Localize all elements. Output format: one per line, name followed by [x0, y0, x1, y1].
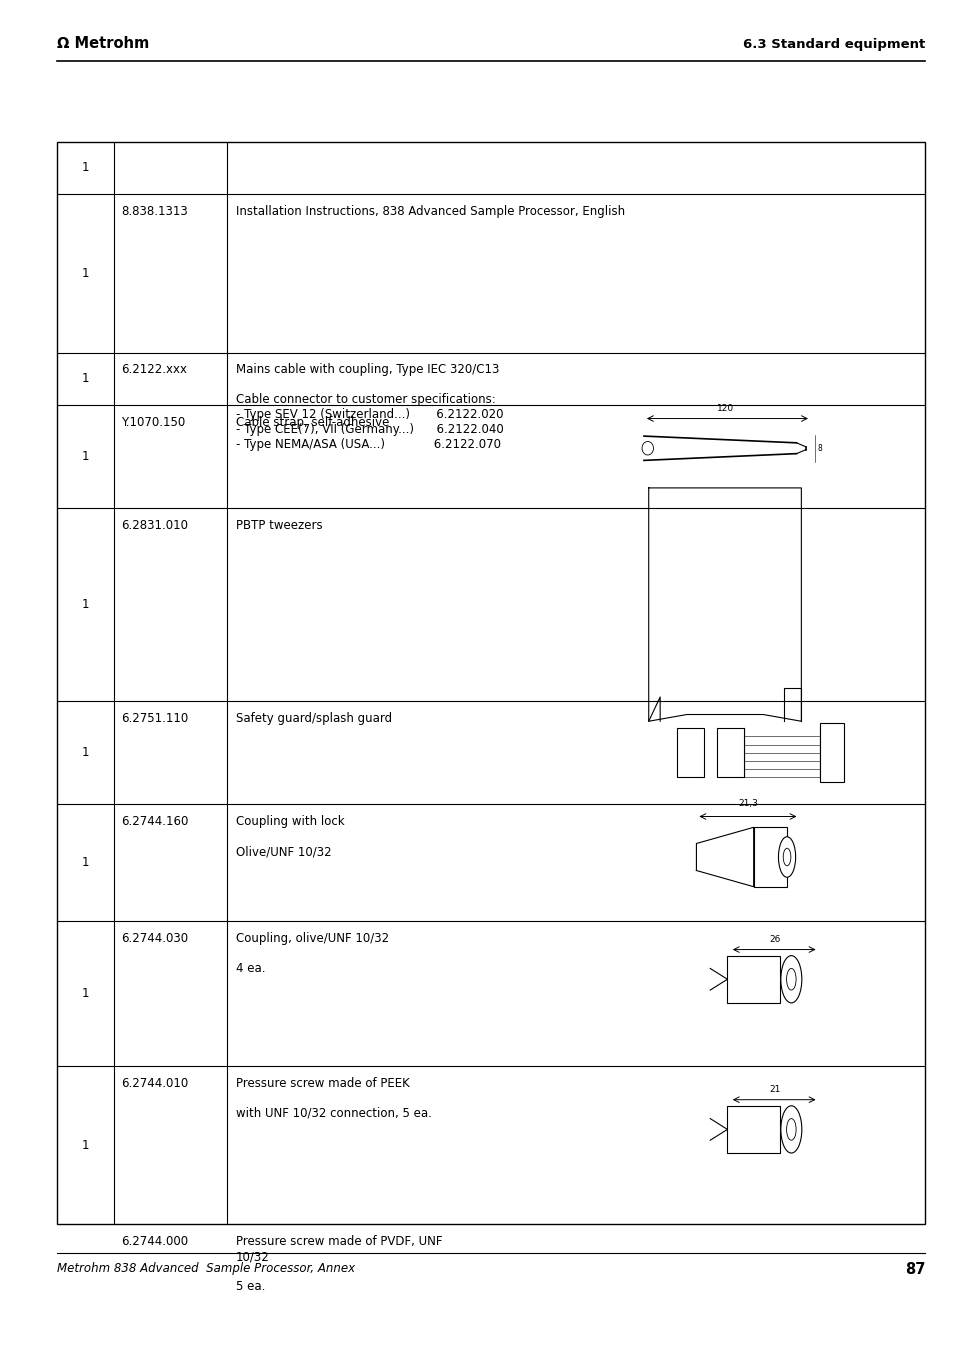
- Text: 8: 8: [817, 444, 821, 452]
- Text: 26: 26: [768, 936, 780, 944]
- Text: 6.2744.000: 6.2744.000: [121, 1235, 189, 1249]
- Ellipse shape: [782, 848, 790, 865]
- Ellipse shape: [778, 837, 795, 878]
- Text: 1: 1: [82, 598, 90, 612]
- Polygon shape: [696, 828, 753, 887]
- Text: 1: 1: [82, 987, 90, 1000]
- Text: 6.2744.160: 6.2744.160: [121, 815, 189, 828]
- Text: Cable strap, self-adhesive: Cable strap, self-adhesive: [235, 416, 389, 429]
- Ellipse shape: [780, 1106, 801, 1153]
- Text: 8.838.1313: 8.838.1313: [121, 205, 188, 217]
- Text: 120: 120: [716, 404, 733, 413]
- Text: 6.3 Standard equipment: 6.3 Standard equipment: [742, 38, 924, 51]
- Bar: [717, 729, 743, 778]
- Text: Installation Instructions, 838 Advanced Sample Processor, English: Installation Instructions, 838 Advanced …: [235, 205, 624, 217]
- Text: 6.2122.xxx: 6.2122.xxx: [121, 363, 187, 377]
- Text: 1: 1: [82, 373, 90, 385]
- Text: 6.2831.010: 6.2831.010: [121, 518, 188, 532]
- Text: 87: 87: [904, 1262, 924, 1277]
- Text: 1: 1: [82, 162, 90, 174]
- Text: 1: 1: [82, 1139, 90, 1152]
- Text: Y.1070.150: Y.1070.150: [121, 416, 185, 429]
- Text: 6.2744.030: 6.2744.030: [121, 933, 189, 945]
- Text: 6.2751.110: 6.2751.110: [121, 711, 189, 725]
- Text: 1: 1: [82, 856, 90, 869]
- Text: Pressure screw made of PEEK

with UNF 10/32 connection, 5 ea.: Pressure screw made of PEEK with UNF 10/…: [235, 1077, 432, 1120]
- Text: 1: 1: [82, 747, 90, 759]
- Ellipse shape: [785, 968, 795, 990]
- Text: 1: 1: [82, 267, 90, 279]
- Text: Mains cable with coupling, Type IEC 320/C13

Cable connector to customer specifi: Mains cable with coupling, Type IEC 320/…: [235, 363, 503, 451]
- Bar: [677, 729, 703, 778]
- Bar: [726, 1106, 780, 1153]
- Text: Coupling with lock

Olive/UNF 10/32: Coupling with lock Olive/UNF 10/32: [235, 815, 344, 859]
- Text: 21: 21: [768, 1085, 780, 1095]
- Bar: [753, 828, 786, 887]
- Text: PBTP tweezers: PBTP tweezers: [235, 518, 322, 532]
- Text: Coupling, olive/UNF 10/32

4 ea.: Coupling, olive/UNF 10/32 4 ea.: [235, 933, 389, 975]
- Ellipse shape: [785, 1119, 795, 1141]
- Ellipse shape: [641, 441, 653, 455]
- Text: Pressure screw made of PVDF, UNF
10/32

5 ea.: Pressure screw made of PVDF, UNF 10/32 5…: [235, 1235, 442, 1293]
- Text: 21,3: 21,3: [738, 799, 757, 809]
- Bar: [820, 724, 843, 783]
- Text: 1: 1: [82, 450, 90, 463]
- Text: 6.2744.010: 6.2744.010: [121, 1077, 189, 1089]
- Text: Safety guard/splash guard: Safety guard/splash guard: [235, 711, 392, 725]
- Text: Ω Metrohm: Ω Metrohm: [57, 36, 150, 51]
- Bar: [57, 142, 924, 1224]
- Text: Metrohm 838 Advanced  Sample Processor, Annex: Metrohm 838 Advanced Sample Processor, A…: [57, 1262, 355, 1276]
- Ellipse shape: [780, 956, 801, 1003]
- Bar: [726, 956, 780, 1003]
